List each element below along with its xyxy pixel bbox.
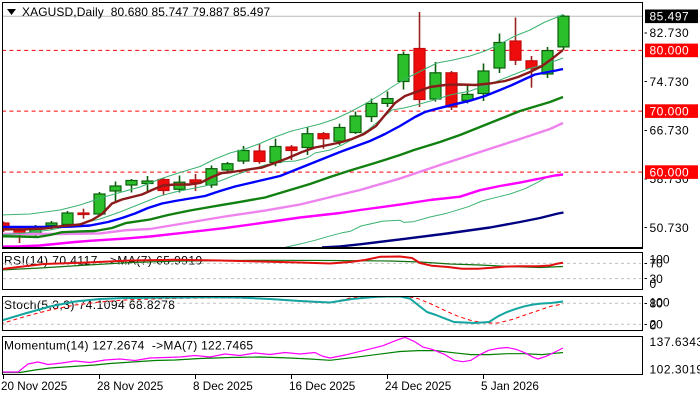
svg-text:24 Dec 2025: 24 Dec 2025 bbox=[385, 380, 452, 393]
svg-text:70.000: 70.000 bbox=[650, 104, 690, 118]
svg-text:82.730: 82.730 bbox=[650, 26, 690, 40]
svg-text:28 Nov 2025: 28 Nov 2025 bbox=[97, 380, 164, 393]
svg-text:100: 100 bbox=[650, 296, 670, 310]
svg-text:70: 70 bbox=[650, 257, 664, 271]
svg-text:20: 20 bbox=[650, 318, 664, 332]
svg-text:Momentum(14) 127.2674 ->MA(7): Momentum(14) 127.2674 ->MA(7) 122.7465 bbox=[4, 339, 253, 353]
svg-text:100: 100 bbox=[650, 253, 670, 267]
svg-text:16 Dec 2025: 16 Dec 2025 bbox=[289, 380, 356, 393]
svg-text:XAGUSD,Daily 80.680 85.747 79: XAGUSD,Daily 80.680 85.747 79.887 85.497 bbox=[22, 5, 270, 19]
svg-text:66.730: 66.730 bbox=[650, 124, 690, 138]
svg-text:30: 30 bbox=[650, 272, 664, 286]
svg-text:0: 0 bbox=[650, 319, 657, 333]
svg-text:8 Dec 2025: 8 Dec 2025 bbox=[193, 380, 253, 393]
svg-text:5 Jan 2026: 5 Jan 2026 bbox=[481, 380, 539, 393]
svg-text:74.730: 74.730 bbox=[650, 75, 690, 89]
svg-text:Stoch(5,3,3) 74.1094 68.8278: Stoch(5,3,3) 74.1094 68.8278 bbox=[4, 298, 175, 312]
svg-text:50.730: 50.730 bbox=[650, 221, 690, 235]
svg-text:0: 0 bbox=[650, 277, 657, 291]
svg-text:20 Nov 2025: 20 Nov 2025 bbox=[1, 380, 68, 393]
svg-text:80.000: 80.000 bbox=[650, 44, 690, 58]
svg-text:137.6343: 137.6343 bbox=[650, 335, 700, 349]
svg-text:102.3019: 102.3019 bbox=[650, 363, 700, 377]
svg-text:80: 80 bbox=[650, 297, 664, 311]
svg-text:60.000: 60.000 bbox=[650, 165, 690, 179]
svg-text:85.497: 85.497 bbox=[650, 9, 690, 23]
